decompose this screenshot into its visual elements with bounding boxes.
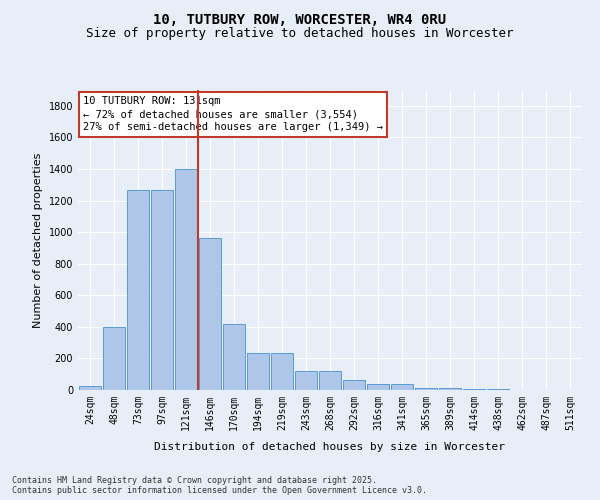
Bar (487, 389, 509, 390)
Bar (343, 380, 365, 390)
Bar (151, 190, 173, 390)
Bar (79, 386, 101, 390)
Bar (199, 238, 221, 390)
Y-axis label: Number of detached properties: Number of detached properties (33, 152, 43, 328)
Bar (391, 384, 413, 390)
Bar (175, 169, 197, 390)
Bar (247, 353, 269, 390)
Bar (103, 327, 125, 390)
Bar (463, 389, 485, 390)
Bar (223, 324, 245, 390)
Text: Contains HM Land Registry data © Crown copyright and database right 2025.
Contai: Contains HM Land Registry data © Crown c… (12, 476, 427, 495)
Bar (319, 371, 341, 390)
Text: Distribution of detached houses by size in Worcester: Distribution of detached houses by size … (155, 442, 505, 452)
Bar (367, 384, 389, 390)
Bar (439, 388, 461, 390)
Bar (415, 388, 437, 390)
Bar (271, 353, 293, 390)
Text: 10, TUTBURY ROW, WORCESTER, WR4 0RU: 10, TUTBURY ROW, WORCESTER, WR4 0RU (154, 12, 446, 26)
Text: Size of property relative to detached houses in Worcester: Size of property relative to detached ho… (86, 28, 514, 40)
Text: 10 TUTBURY ROW: 131sqm
← 72% of detached houses are smaller (3,554)
27% of semi-: 10 TUTBURY ROW: 131sqm ← 72% of detached… (83, 96, 383, 132)
Bar (295, 371, 317, 390)
Bar (127, 190, 149, 390)
